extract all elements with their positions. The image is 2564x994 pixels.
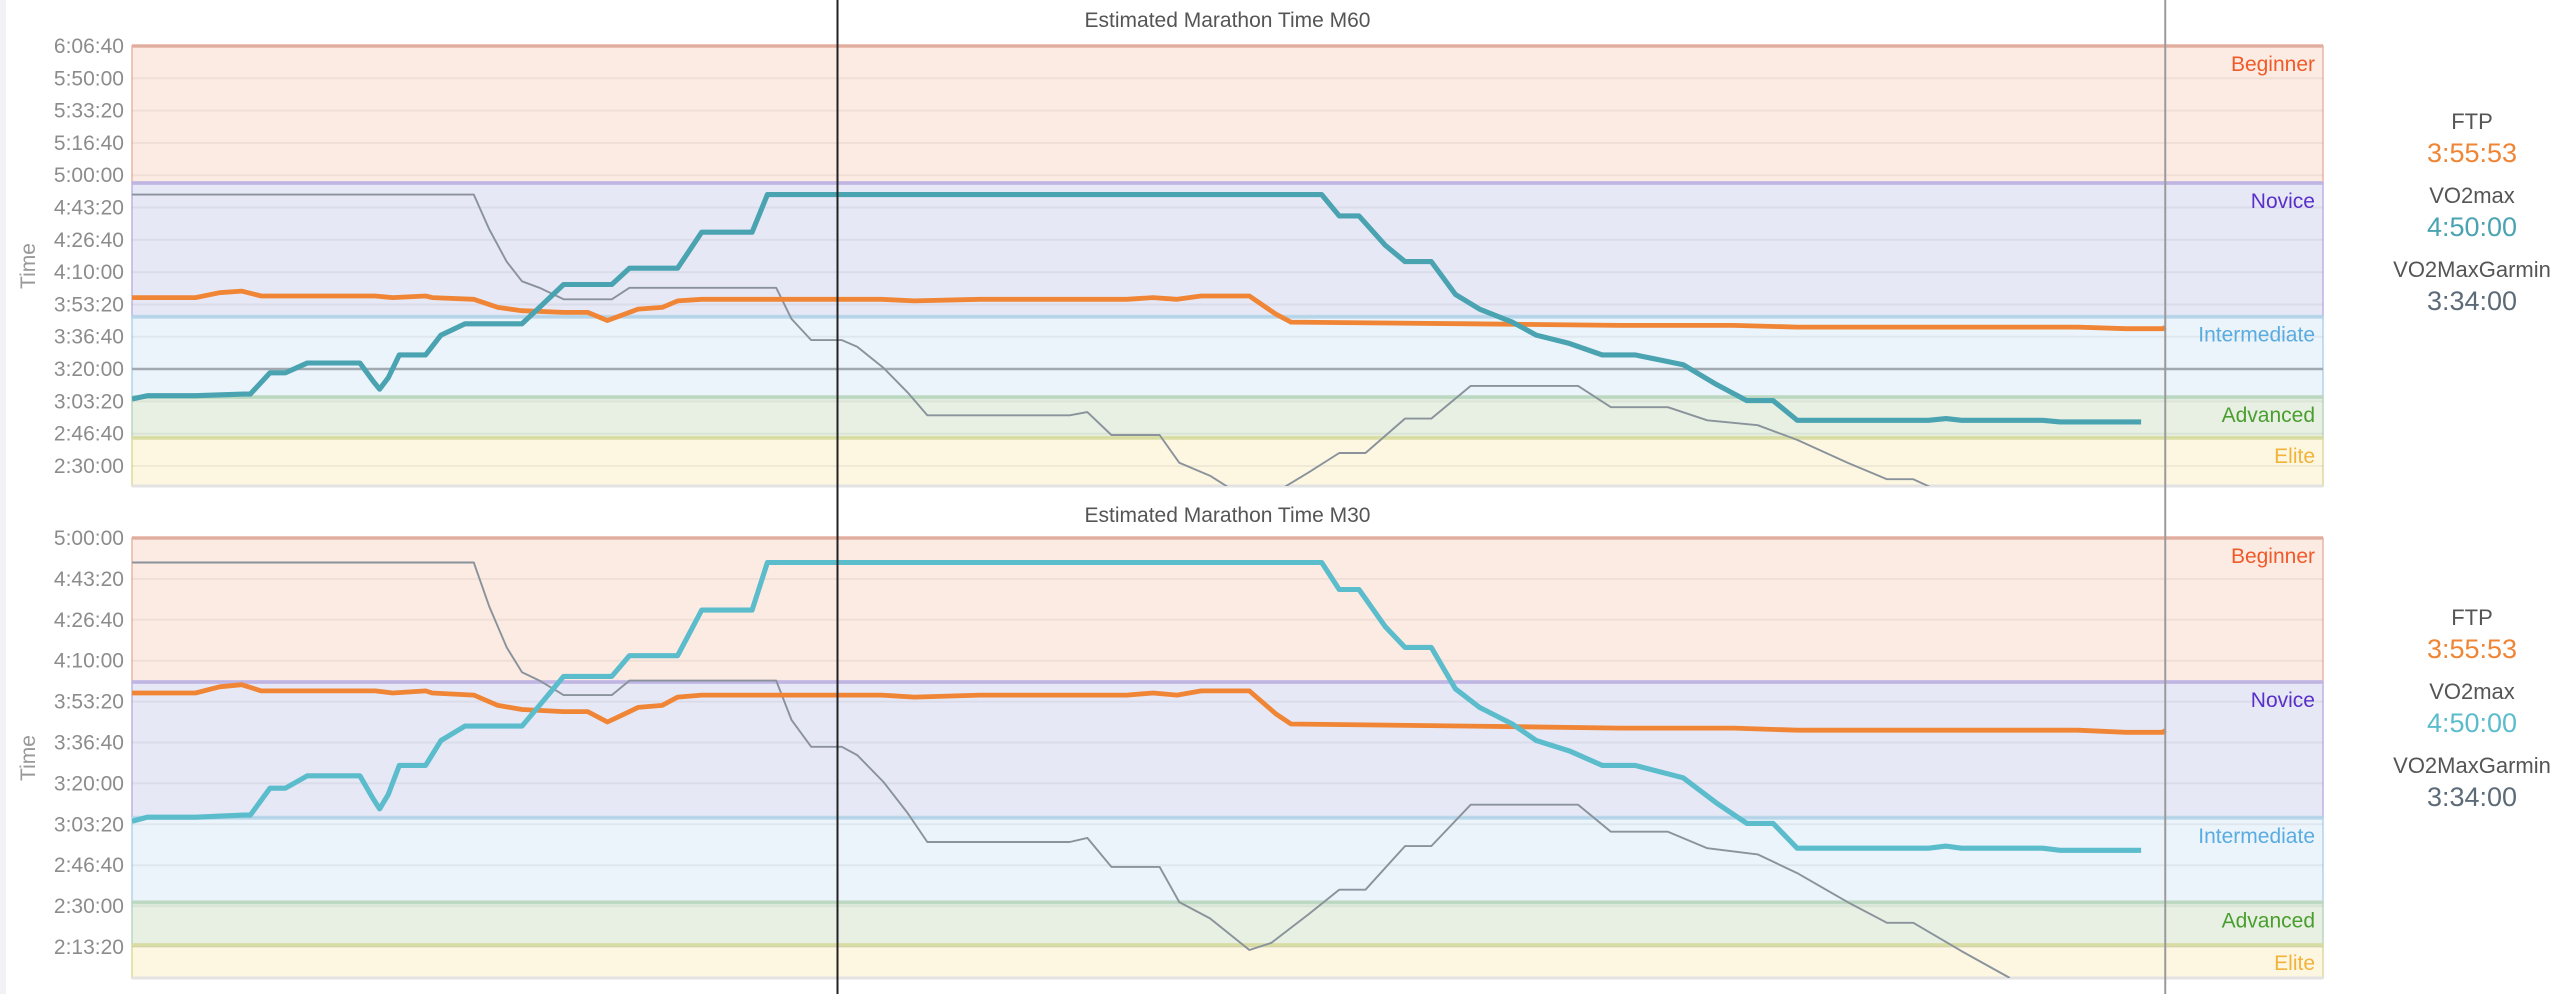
series-line-ftp[interactable] [132, 682, 2167, 735]
chart-m30[interactable]: 5:00:00 4:43:20 4:26:40 4:10:00 3:53:20 3:36:… [0, 497, 2400, 994]
vo2maxgarmin-label: VO2MaxGarmin [2393, 753, 2551, 778]
chart-title: Estimated Marathon Time M60 [1085, 9, 1371, 32]
y-tick-label: 4:10:00 [54, 261, 124, 284]
y-tick-label: 5:16:40 [54, 132, 124, 155]
vo2maxgarmin-label: VO2MaxGarmin [2393, 257, 2551, 282]
y-tick-label: 2:46:40 [54, 854, 124, 877]
chart-svg: 6:06:40 5:50:00 5:33:20 5:16:40 5:00:00 4:43:… [17, 0, 2324, 497]
zone-label-beginner: Beginner [2231, 53, 2315, 76]
y-tick-label: 3:03:20 [54, 390, 124, 413]
ftp-label: FTP [2451, 109, 2493, 134]
zone-label-advanced: Advanced [2222, 404, 2315, 427]
y-tick-label: 3:03:20 [54, 813, 124, 836]
y-tick-label: 4:26:40 [54, 609, 124, 632]
vo2max-label: VO2max [2429, 679, 2515, 704]
series-line-vo2maxgarmin[interactable] [132, 193, 2010, 497]
series-line-vo2maxgarmin[interactable] [132, 561, 2011, 978]
y-tick-label: 5:50:00 [54, 67, 124, 90]
values-panel-m30: FTP 3:55:53 VO2max 4:50:00 VO2MaxGarmin … [2380, 604, 2564, 826]
y-tick-label: 3:36:40 [54, 731, 124, 754]
values-panel-m60: FTP 3:55:53 VO2max 4:50:00 VO2MaxGarmin … [2380, 108, 2564, 330]
series-line-ftp[interactable] [132, 288, 2167, 332]
y-tick-label: 4:43:20 [54, 568, 124, 591]
y-tick-label: 5:00:00 [54, 527, 124, 550]
zone-band-advanced [131, 901, 2324, 946]
zone-label-intermediate: Intermediate [2198, 825, 2315, 848]
y-tick-label: 2:13:20 [54, 936, 124, 959]
y-tick-label: 2:30:00 [54, 455, 124, 478]
y-axis-label: Time [17, 735, 40, 781]
vo2max-value: 4:50:00 [2426, 708, 2518, 738]
y-tick-label: 5:00:00 [54, 164, 124, 187]
y-tick-label: 3:20:00 [54, 358, 124, 381]
zone-label-elite: Elite [2274, 445, 2315, 468]
zone-band-elite [131, 437, 2324, 487]
ftp-value: 3:55:53 [2426, 634, 2518, 664]
zone-label-advanced: Advanced [2222, 909, 2315, 932]
series-line-vo2max[interactable] [132, 192, 2142, 425]
zone-label-novice: Novice [2251, 190, 2315, 213]
zone-band-beginner [131, 45, 2324, 184]
y-tick-label: 3:20:00 [54, 772, 124, 795]
zone-band-elite [131, 944, 2324, 979]
y-tick-label: 3:36:40 [54, 326, 124, 349]
y-tick-label: 3:53:20 [54, 691, 124, 714]
series-line-vo2max[interactable] [132, 559, 2142, 853]
y-tick-label: 5:33:20 [54, 100, 124, 123]
chart-title: Estimated Marathon Time M30 [1085, 504, 1371, 527]
chart-svg: 5:00:00 4:43:20 4:26:40 4:10:00 3:53:20 3:36:… [17, 497, 2324, 994]
y-tick-label: 4:43:20 [54, 197, 124, 220]
zone-label-beginner: Beginner [2231, 545, 2315, 568]
chart-m60[interactable]: 6:06:40 5:50:00 5:33:20 5:16:40 5:00:00 4:43:… [0, 0, 2400, 497]
zone-label-elite: Elite [2274, 952, 2315, 975]
y-tick-label: 4:10:00 [54, 650, 124, 673]
y-tick-label: 6:06:40 [54, 35, 124, 58]
zone-band-intermediate [131, 315, 2324, 398]
zone-label-intermediate: Intermediate [2198, 324, 2315, 347]
y-tick-label: 2:46:40 [54, 423, 124, 446]
ftp-label: FTP [2451, 605, 2493, 630]
y-tick-label: 3:53:20 [54, 293, 124, 316]
y-tick-label: 2:30:00 [54, 895, 124, 918]
zone-label-novice: Novice [2251, 689, 2315, 712]
vo2maxgarmin-value: 3:34:00 [2426, 782, 2518, 812]
zone-band-advanced [131, 396, 2324, 439]
zone-band-intermediate [131, 817, 2324, 904]
vo2max-label: VO2max [2429, 183, 2515, 208]
y-axis-label: Time [17, 243, 40, 289]
y-tick-label: 4:26:40 [54, 229, 124, 252]
page-left-edge [0, 0, 6, 994]
vo2max-value: 4:50:00 [2426, 212, 2518, 242]
vo2maxgarmin-value: 3:34:00 [2426, 286, 2518, 316]
ftp-value: 3:55:53 [2426, 138, 2518, 168]
